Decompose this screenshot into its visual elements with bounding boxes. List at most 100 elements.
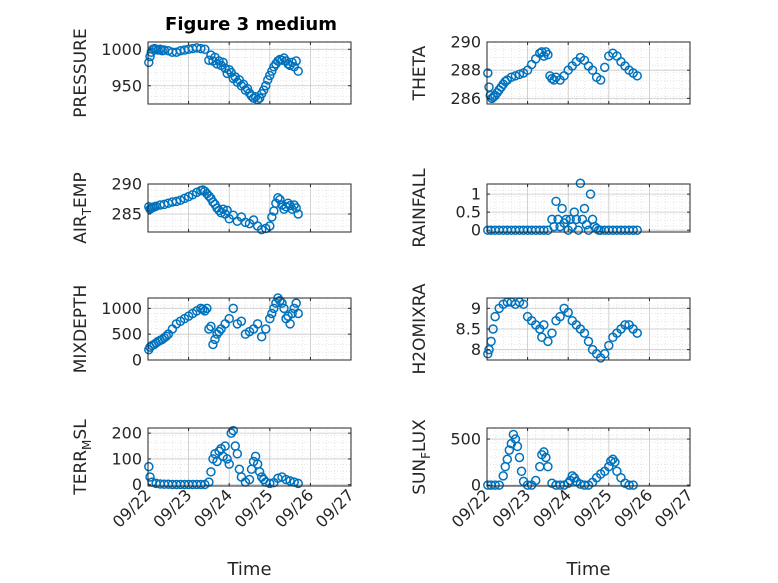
data-point xyxy=(210,334,220,345)
x-tick-label: 09/23 xyxy=(149,485,195,531)
data-point xyxy=(494,480,504,490)
data-point xyxy=(561,214,571,225)
data-point xyxy=(222,205,232,216)
subplot-5: 0 500 1000 MIXDEPTH xyxy=(71,285,352,374)
data-point xyxy=(522,480,533,490)
subplot-1: 950 1000 PRESSURE xyxy=(71,28,352,118)
data-point xyxy=(291,203,301,213)
data-point xyxy=(242,83,253,94)
data-point xyxy=(555,311,565,322)
data-point xyxy=(539,225,549,235)
data-point xyxy=(599,62,610,73)
x-tick-label: 09/24 xyxy=(190,485,236,531)
data-point xyxy=(549,221,559,232)
data-point xyxy=(240,217,251,228)
data-point xyxy=(267,66,277,76)
y-tick-label: 1 xyxy=(471,185,481,204)
data-point xyxy=(267,212,277,222)
data-series xyxy=(483,297,642,363)
data-point xyxy=(583,336,594,347)
data-point xyxy=(563,307,573,318)
data-point xyxy=(610,457,620,467)
data-point xyxy=(258,85,269,95)
data-point xyxy=(514,452,525,463)
data-point xyxy=(281,474,291,485)
data-series xyxy=(483,47,642,104)
data-series xyxy=(144,425,303,490)
axes-box xyxy=(147,41,352,105)
data-point xyxy=(620,320,630,330)
data-point xyxy=(502,454,513,465)
x-tick-label: 09/23 xyxy=(488,485,534,531)
data-point xyxy=(516,466,527,477)
subplot-6: 88.5 9 H2OMIXRA xyxy=(410,283,691,375)
x-tick-label: 09/25 xyxy=(231,485,277,531)
y-axis-label: SUNFLUX xyxy=(410,419,433,495)
data-point xyxy=(530,475,541,486)
data-point xyxy=(214,326,224,337)
data-point xyxy=(512,441,523,452)
data-point xyxy=(557,203,567,214)
data-point xyxy=(595,75,606,85)
y-axis-label: RAINFALL xyxy=(410,168,430,248)
data-point xyxy=(606,456,616,466)
y-tick-label: 100 xyxy=(111,449,142,468)
data-point xyxy=(285,319,295,329)
data-series xyxy=(144,43,303,105)
data-point xyxy=(206,467,216,477)
data-point xyxy=(224,313,234,324)
y-axis-label: MIXDEPTH xyxy=(71,285,91,374)
data-point xyxy=(144,461,154,472)
data-point xyxy=(273,193,283,203)
y-tick-label: 9 xyxy=(471,299,481,318)
data-point xyxy=(551,196,561,207)
data-point xyxy=(171,196,182,207)
y-axis-label: H2OMIXRA xyxy=(410,283,430,374)
data-point xyxy=(269,303,279,314)
data-point xyxy=(543,461,553,472)
data-series xyxy=(483,178,642,235)
y-tick-label: 500 xyxy=(450,430,481,449)
data-point xyxy=(212,456,222,467)
data-point xyxy=(632,71,642,81)
data-point xyxy=(232,449,243,459)
data-point xyxy=(220,441,230,451)
data-point xyxy=(198,304,208,315)
data-point xyxy=(490,311,500,322)
data-point xyxy=(579,328,590,338)
y-tick-label: 500 xyxy=(111,325,142,344)
data-point xyxy=(543,49,553,60)
data-series xyxy=(144,185,303,235)
data-point xyxy=(291,56,301,66)
data-point xyxy=(228,303,239,314)
y-axis-label: AIRTEMP xyxy=(71,172,94,243)
data-point xyxy=(275,295,285,306)
data-point xyxy=(260,81,271,91)
data-point xyxy=(518,299,529,309)
data-point xyxy=(628,225,638,235)
data-point xyxy=(628,480,638,490)
data-point xyxy=(159,199,169,210)
data-point xyxy=(293,478,303,489)
subplot-8: 050009/2209/2309/2409/2509/2609/27TimeSU… xyxy=(410,419,697,580)
y-tick-label: 0 xyxy=(132,351,142,370)
data-point xyxy=(279,303,289,314)
data-point xyxy=(543,336,553,347)
x-axis-label: Time xyxy=(226,559,271,580)
data-point xyxy=(510,71,521,81)
x-tick-label: 09/26 xyxy=(610,485,656,531)
data-point xyxy=(547,328,557,338)
subplot-7: 010020009/2209/2309/2409/2509/2609/27Tim… xyxy=(71,419,358,580)
x-tick-label: 09/24 xyxy=(529,485,575,531)
data-point xyxy=(263,75,273,85)
data-point xyxy=(224,459,234,469)
data-point xyxy=(541,452,551,463)
data-point xyxy=(161,331,172,341)
axes-box xyxy=(147,427,352,487)
axes-box xyxy=(486,41,691,105)
data-point xyxy=(587,65,598,75)
axes-box xyxy=(147,183,352,233)
y-tick-label: 8.5 xyxy=(456,320,481,339)
